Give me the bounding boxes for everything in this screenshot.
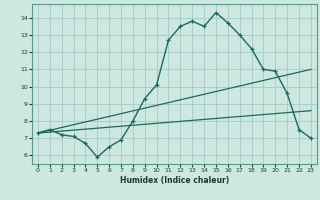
- X-axis label: Humidex (Indice chaleur): Humidex (Indice chaleur): [120, 176, 229, 185]
